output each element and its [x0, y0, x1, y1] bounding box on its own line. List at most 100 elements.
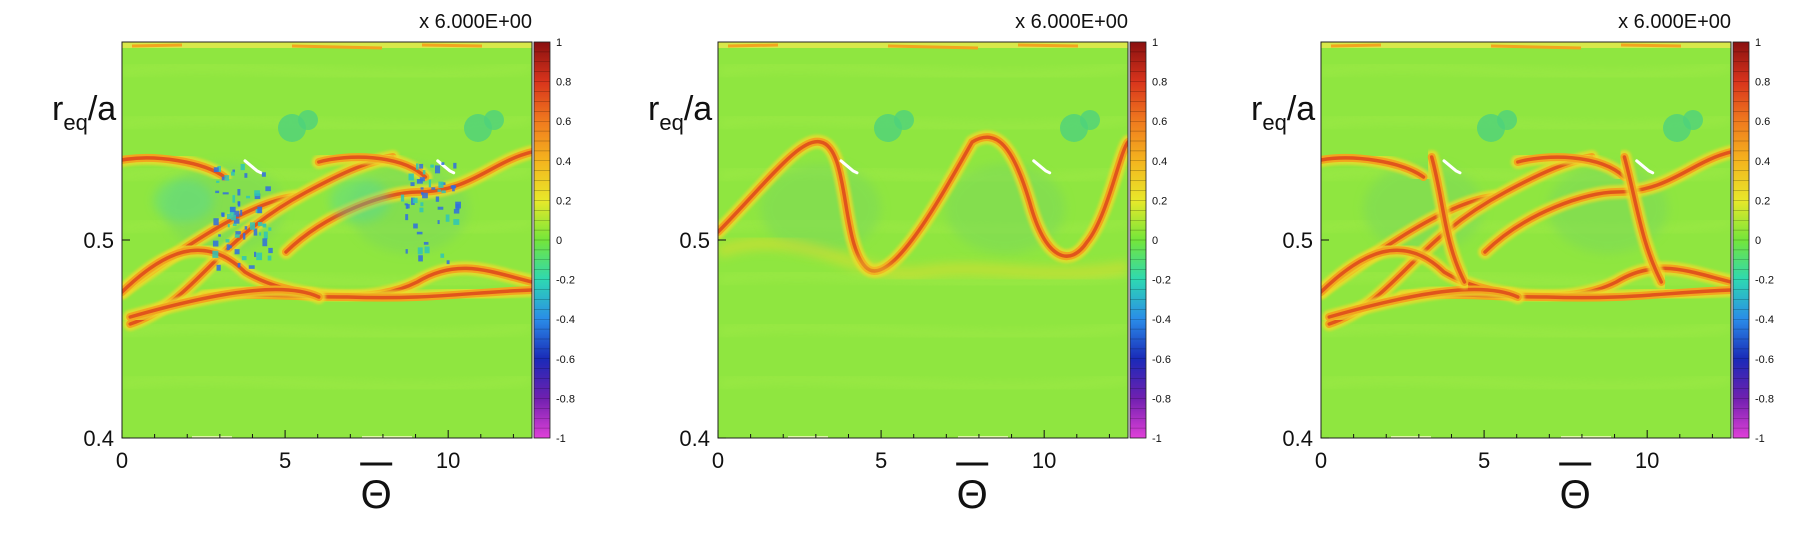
speckle-mark: [244, 226, 248, 230]
teal-patch: [153, 178, 214, 223]
band-top-left-core: [122, 156, 227, 179]
speckle-mark: [420, 202, 424, 207]
colorbar-tick-label: 0: [556, 235, 562, 247]
speckle-mark: [259, 232, 262, 236]
colorbar-tick-label: 0.4: [1152, 156, 1167, 168]
speckle-mark: [212, 250, 219, 258]
speckle-mark: [437, 220, 440, 225]
speckle-mark: [213, 218, 219, 226]
speckle-mark: [400, 194, 405, 202]
speckle-mark: [262, 238, 268, 247]
speckle-mark: [268, 227, 272, 231]
colorbar-tick-label: -1: [556, 433, 566, 445]
field-streak: [1321, 61, 1731, 81]
scale-label: x 6.000E+00: [1015, 11, 1128, 33]
speckle-mark: [405, 214, 409, 221]
field-streak: [718, 269, 1128, 289]
speckle-mark: [430, 164, 434, 168]
white-feather-mark: [1032, 159, 1052, 175]
top-boundary-mark: [1330, 43, 1682, 50]
speckle-mark: [453, 162, 457, 169]
speckle-mark: [241, 256, 247, 261]
heatmap-chart-2: 0 5 10 0.4 0.5 req/a Θx 6.000E+00 1 0.8 0.6 0.4 0.2…: [648, 11, 1171, 517]
colorbar-tick-label: 0.8: [1152, 77, 1167, 89]
y-axis-label: req/a: [52, 90, 116, 135]
plot-area: [718, 42, 1128, 438]
colorbar-tick-label: 1: [556, 37, 562, 49]
speckle-mark: [254, 193, 261, 200]
field-streak: [1321, 269, 1731, 289]
speckle-mark: [227, 223, 230, 228]
speckle-mark: [233, 210, 240, 217]
x-axis-label: Θ: [957, 473, 988, 517]
speckle-mark: [419, 177, 425, 182]
speckle-mark: [262, 223, 267, 227]
y-label-subscript: eq: [1262, 110, 1286, 135]
speckle-mark: [455, 203, 460, 210]
speckle-mark: [246, 195, 251, 199]
colorbar-tick-label: -0.2: [1755, 275, 1774, 287]
speckle-mark: [237, 189, 241, 196]
speckle-mark: [404, 203, 408, 206]
speckle-mark: [420, 192, 424, 195]
island: [1497, 110, 1517, 130]
x-tick-label: 10: [1032, 448, 1056, 473]
speckle-mark: [232, 169, 236, 173]
colorbar-frame: [1129, 41, 1147, 439]
speckle-mark: [438, 181, 444, 188]
speckle-mark: [225, 239, 230, 243]
colorbar-tick-label: 1: [1152, 37, 1158, 49]
speckle-mark: [435, 196, 440, 202]
speckle-mark: [224, 175, 230, 181]
colorbar-tick-label: 0.8: [556, 77, 571, 89]
plot-area: [122, 42, 532, 438]
speckle-mark: [229, 245, 232, 249]
band-top-mid-core: [1516, 155, 1627, 179]
colorbar-tick-label: 0.4: [556, 156, 571, 168]
colorbar-tick-label: 0.2: [1755, 195, 1770, 207]
y-tick-label: 0.5: [83, 228, 114, 253]
white-feather-mark: [839, 159, 859, 175]
speckle-mark: [446, 260, 450, 265]
speckle-mark: [226, 213, 232, 220]
speckle-mark: [437, 206, 444, 210]
speckle-mark: [410, 182, 415, 187]
y-label-main: r: [52, 90, 63, 128]
y-tick-label: 0.4: [1282, 426, 1313, 451]
band-lower-left-core: [1327, 287, 1520, 319]
y-tick-label: 0.5: [679, 228, 710, 253]
field-streak: [718, 61, 1128, 81]
speckle-mark: [422, 192, 428, 199]
colorbar-frame: [1732, 41, 1750, 439]
white-feather-mark: [1635, 159, 1655, 175]
top-boundary: [122, 42, 532, 48]
speckle-mark: [242, 233, 246, 240]
colorbar-tick-label: -0.8: [1755, 393, 1774, 405]
band-cross-1-core: [1429, 155, 1467, 284]
speckle-mark: [441, 162, 445, 165]
speckle-mark: [235, 231, 241, 235]
colorbar-tick-label: 0.6: [556, 116, 571, 128]
speckle-mark: [419, 207, 424, 213]
speckle-mark: [265, 186, 271, 192]
speckle-mark: [422, 170, 426, 175]
speckle-mark: [431, 187, 436, 190]
band-s-curve-core: [718, 135, 1128, 273]
speckle-mark: [417, 247, 423, 255]
colorbar-tick-label: 1: [1755, 37, 1761, 49]
colorbar-tick-label: 0.8: [1755, 77, 1770, 89]
speckle-mark: [418, 255, 423, 262]
island: [1080, 110, 1100, 130]
x-axis-label: Θ: [1560, 473, 1591, 517]
speckle-mark: [263, 231, 268, 240]
colorbar-tick-label: 0: [1755, 235, 1761, 247]
speckle-mark: [405, 249, 408, 254]
field-streak: [122, 61, 532, 81]
speckle-mark: [253, 228, 258, 236]
speckle-mark: [240, 209, 243, 216]
y-label-suffix: /a: [684, 90, 712, 128]
y-tick-label: 0.4: [679, 426, 710, 451]
